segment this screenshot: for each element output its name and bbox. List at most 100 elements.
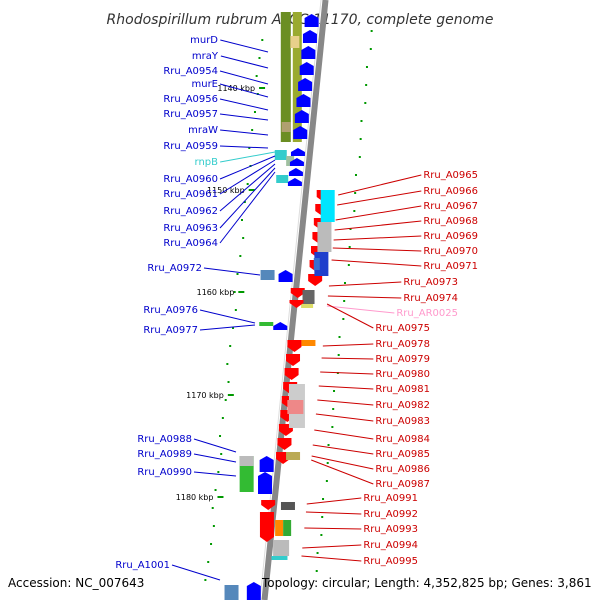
left-leader-line [219,155,276,180]
right-leader-line [335,205,422,221]
left-leader-line [203,267,261,276]
left-gene-label: Rru_A1001 [115,560,170,571]
right-gene-label: Rru_A0968 [423,216,478,227]
gc-dot [370,30,373,32]
left-gene-label: Rru_A0963 [163,223,218,234]
right-leader-line [318,385,374,390]
gc-dot [232,327,235,329]
left-gene-label: Rru_A0976 [143,305,198,316]
gc-dot [315,570,318,572]
left-leader-line [193,471,237,477]
gc-dot [227,381,230,383]
right-gene-label: Rru_A0987 [375,479,430,490]
left-leader-line [219,113,269,121]
right-gene-label: Rru_A0971 [423,261,478,272]
left-gene-label: Rru_A0957 [163,109,218,120]
forward-gene-arrow [299,62,314,75]
gc-dot [226,363,229,365]
gc-dot [348,246,351,248]
gene-annotation-box [273,540,290,556]
gene-annotation-box [287,400,304,414]
right-leader-line [328,281,402,287]
right-leader-line [301,555,362,562]
gene-annotation-box [317,222,332,252]
forward-gene-arrow [290,148,305,156]
left-leader-line [220,55,269,69]
gc-dot [243,201,246,203]
left-gene-label: Rru_A0960 [163,174,218,185]
right-gene-label: Rru_A0979 [375,354,430,365]
gc-dot [240,219,243,221]
gc-dot [212,525,215,527]
right-gene-label: Rru_A0984 [375,434,430,445]
gene-annotation-box [281,122,291,132]
right-gene-label: Rru_A0973 [403,277,458,288]
gc-dot [219,435,222,437]
gc-dot [207,561,210,563]
right-gene-label: Rru_A0974 [403,293,458,304]
right-leader-line [306,497,362,505]
left-leader-line [219,145,269,149]
right-leader-line [338,174,422,196]
right-leader-line [326,303,374,329]
gc-dot [239,255,242,257]
reverse-gene-arrow [261,500,276,510]
forward-gene-arrow [278,270,293,282]
gene-annotation-box [280,12,291,142]
forward-gene-arrow [302,30,317,43]
right-gene-label: Rru_A0991 [363,493,418,504]
left-gene-labels: murD mraY Rru_A0954 murE Rru_A0956 Rru_A0957m… [115,35,276,581]
gc-dot [364,102,367,104]
forward-gene-arrow [294,110,309,123]
right-gene-label: Rru_A0993 [363,524,418,535]
right-gene-labels: Rru_A0965 Rru_A0966 Rru_A0967 Rru_A0968 Rru_… [301,170,478,567]
gc-dot [204,579,207,581]
gc-dot [248,147,251,149]
left-leader-line [220,39,269,53]
forward-gene-arrow [258,472,273,494]
gene-annotation-box [320,190,335,222]
forward-gene-arrow [293,126,308,139]
gc-dot [365,66,368,68]
forward-gene-arrow [298,78,313,91]
right-leader-line [315,413,374,422]
gc-dot [365,84,368,86]
right-gene-label: Rru_A0970 [423,246,478,257]
gene-annotation-box [259,322,274,326]
gene-features [224,12,335,600]
left-leader-line [219,83,269,98]
gene-annotation-box [301,304,314,308]
right-leader-line [302,544,362,549]
gc-dot [233,291,236,293]
gene-annotation-box [280,502,295,510]
right-leader-line [332,247,422,252]
reverse-gene-arrow [277,438,292,450]
gc-dot [322,498,325,500]
gc-dot [344,282,347,284]
left-leader-line [219,163,276,212]
gc-dot [255,75,258,77]
left-gene-label: rnpB [195,157,219,168]
gc-dot [325,480,328,482]
gc-dot [210,543,213,545]
gene-annotation-box [283,520,292,536]
gc-dot [246,183,249,185]
left-leader-line [219,159,276,195]
right-gene-label: Rru_A0967 [423,201,478,212]
right-leader-line [312,444,374,455]
reverse-gene-arrow [289,300,304,308]
right-gene-label: Rru_A0985 [375,449,430,460]
gc-dot [242,237,245,239]
forward-gene-arrow [259,456,274,472]
forward-gene-arrow [296,94,311,107]
forward-gene-arrow [301,46,316,59]
gc-dot [214,489,217,491]
left-gene-label: Rru_A0989 [137,449,192,460]
gc-dot [353,210,356,212]
gene-annotation-box [286,156,295,166]
gene-annotation-box [286,452,301,460]
right-gene-label: Rru_A0983 [375,416,430,427]
forward-gene-arrow [289,158,304,166]
forward-gene-arrow [304,14,319,27]
